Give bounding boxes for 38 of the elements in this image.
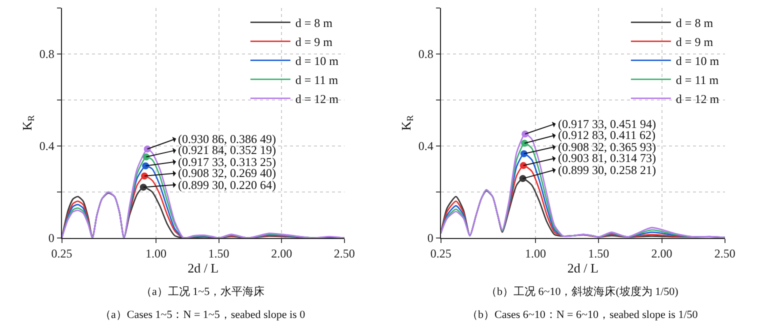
- x-tick-label: 0.25: [51, 246, 72, 260]
- legend-label: d = 10 m: [676, 54, 720, 68]
- y-tick-label: 0.4: [39, 139, 54, 154]
- annotation: (0.908 32, 0.365 93): [558, 140, 656, 154]
- y-tick-label: 0.8: [39, 47, 54, 62]
- text: （b）工况 6~10，斜坡海床(坡度为 1/50): [486, 285, 679, 298]
- annotation: (0.917 33, 0.451 94): [558, 117, 656, 131]
- legend-label: d = 10 m: [295, 54, 340, 68]
- legend-label: d = 12 m: [295, 92, 340, 106]
- x-axis-title: 2d / L: [567, 260, 598, 276]
- x-tick-label: 2.00: [271, 246, 292, 260]
- x-tick-label: 2.50: [714, 246, 736, 260]
- legend-label: d = 12 m: [676, 92, 720, 106]
- legend-label: d = 8 m: [295, 16, 334, 30]
- x-tick-label: 1.00: [145, 246, 166, 260]
- annotation: (0.930 86, 0.386 49): [178, 132, 276, 146]
- legend-label: d = 11 m: [295, 73, 339, 88]
- x-tick-label: 1.50: [588, 246, 610, 260]
- x-tick-label: 0.25: [430, 246, 452, 260]
- legend-label: d = 9 m: [676, 35, 714, 50]
- annotation: (0.899 30, 0.220 64): [178, 178, 276, 192]
- x-tick-label: 1.50: [208, 246, 230, 260]
- annotation: (0.917 33, 0.313 25): [178, 155, 276, 169]
- legend-label: d = 9 m: [295, 35, 334, 50]
- text: （a）工况 1~5，水平海床: [141, 285, 265, 298]
- y-tick-label: 0: [48, 231, 54, 246]
- legend-label: d = 8 m: [676, 16, 714, 30]
- y-tick-label: 0: [427, 231, 434, 246]
- legend-label: d = 11 m: [676, 73, 720, 88]
- x-tick-label: 2.50: [334, 246, 355, 260]
- x-tick-label: 2.00: [651, 246, 672, 260]
- text: （b）Cases 6~10：N = 6~10，seabed slope is 1/50: [467, 309, 698, 321]
- y-tick-label: 0.4: [418, 139, 434, 154]
- x-tick-label: 1.00: [525, 246, 546, 260]
- x-axis-title: 2d / L: [188, 260, 219, 276]
- annotation: (0.899 30, 0.258 21): [558, 163, 656, 177]
- y-tick-label: 0.8: [418, 47, 434, 62]
- text: （a）Cases 1~5：N = 1~5，seabed slope is 0: [100, 309, 306, 321]
